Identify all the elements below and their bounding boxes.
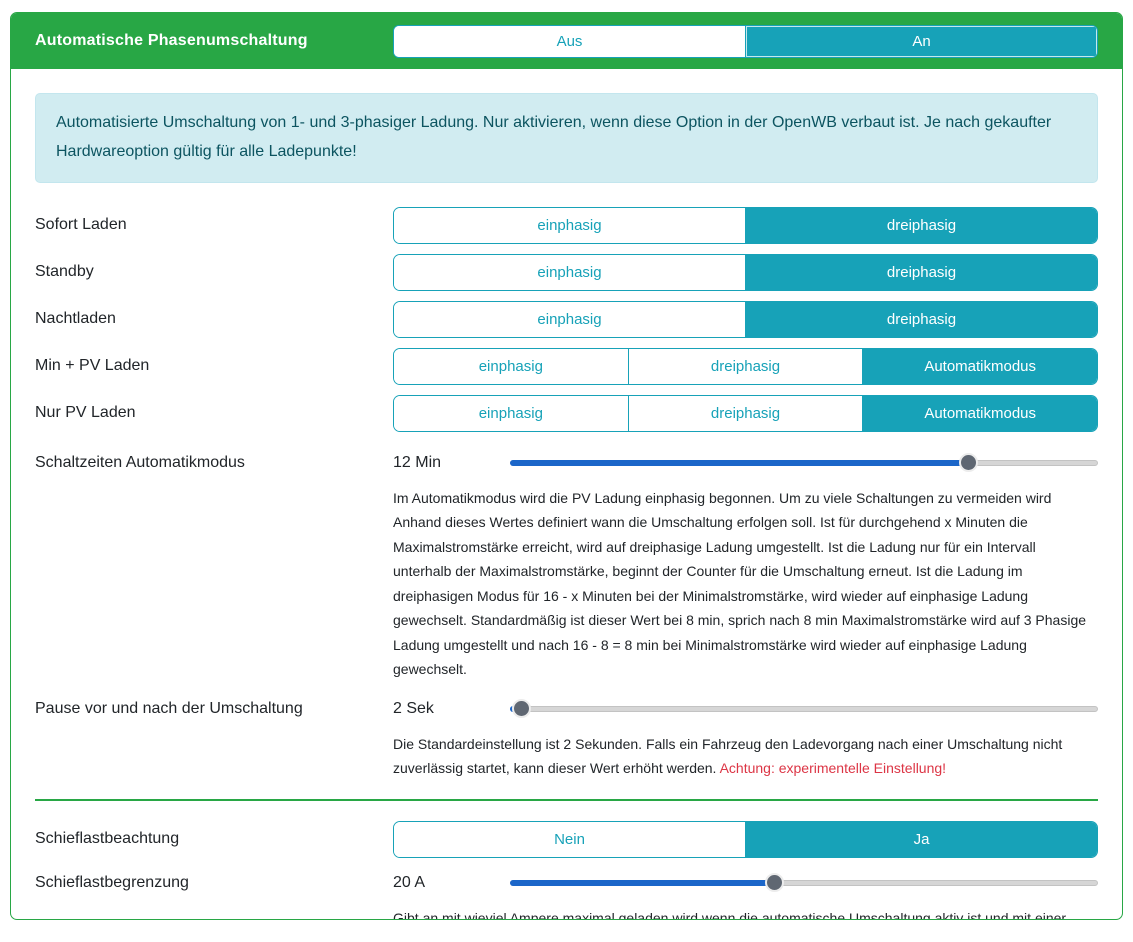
card-header: Automatische Phasenumschaltung Aus An [11,13,1122,69]
dreiphasig-button[interactable]: dreiphasig [627,395,863,431]
mode-row-nur-pv-laden: Nur PV Laden einphasig dreiphasig Automa… [35,394,1098,432]
einphasig-button[interactable]: einphasig [394,395,628,431]
info-alert: Automatisierte Umschaltung von 1- und 3-… [35,93,1098,183]
schaltzeiten-slider[interactable] [510,452,1098,474]
automatikmodus-button[interactable]: Automatikmodus [862,348,1097,384]
pause-help-warning: Achtung: experimentelle Einstellung! [719,760,947,777]
slider-fill [510,879,775,886]
master-toggle-group: Aus An [393,24,1098,58]
schieflast-toggle-row: Schieflastbeachtung Nein Ja [35,820,1098,858]
schieflast-limit-value: 20 A [393,873,426,891]
row-label: Min + PV Laden [35,357,150,375]
schieflast-limit-help: Gibt an mit wieviel Ampere maximal gelad… [393,909,1067,920]
slider-thumb[interactable] [958,452,978,472]
standby-group: einphasig dreiphasig [393,253,1098,291]
row-label: Standby [35,263,94,281]
pause-row: Pause vor und nach der Umschaltung 2 Sek [35,698,1098,720]
min-pv-laden-group: einphasig dreiphasig Automatikmodus [393,347,1098,385]
pause-value: 2 Sek [393,699,434,717]
row-label: Nachtladen [35,310,116,328]
row-label: Schieflastbeachtung [35,830,180,848]
einphasig-button[interactable]: einphasig [394,254,745,290]
schieflast-toggle-group: Nein Ja [393,820,1098,858]
slider-thumb[interactable] [511,698,531,718]
schaltzeiten-help: Im Automatikmodus wird die PV Ladung ein… [393,489,1087,678]
dreiphasig-button[interactable]: dreiphasig [627,348,863,384]
dreiphasig-button[interactable]: dreiphasig [745,207,1097,243]
mode-row-standby: Standby einphasig dreiphasig [35,253,1098,291]
ja-button[interactable]: Ja [745,821,1097,857]
nachtladen-group: einphasig dreiphasig [393,300,1098,338]
row-label: Schieflastbegrenzung [35,873,189,891]
schieflast-limit-row: Schieflastbegrenzung 20 A [35,872,1098,894]
einphasig-button[interactable]: einphasig [394,348,628,384]
automatikmodus-button[interactable]: Automatikmodus [862,395,1097,431]
row-label: Schaltzeiten Automatikmodus [35,453,245,471]
einphasig-button[interactable]: einphasig [394,301,745,337]
row-label: Pause vor und nach der Umschaltung [35,699,303,717]
schaltzeiten-row: Schaltzeiten Automatikmodus 12 Min [35,452,1098,474]
nein-button[interactable]: Nein [394,821,745,857]
sofort-laden-group: einphasig dreiphasig [393,206,1098,244]
toggle-off-button[interactable]: Aus [394,25,745,57]
phase-switching-card: Automatische Phasenumschaltung Aus An Au… [10,12,1123,920]
row-label: Sofort Laden [35,216,127,234]
toggle-on-button[interactable]: An [745,25,1097,57]
nur-pv-laden-group: einphasig dreiphasig Automatikmodus [393,394,1098,432]
page-title: Automatische Phasenumschaltung [35,32,308,49]
mode-row-min-pv-laden: Min + PV Laden einphasig dreiphasig Auto… [35,347,1098,385]
mode-row-sofort-laden: Sofort Laden einphasig dreiphasig [35,206,1098,244]
mode-row-nachtladen: Nachtladen einphasig dreiphasig [35,300,1098,338]
slider-track[interactable] [510,705,1098,712]
card-body: Automatisierte Umschaltung von 1- und 3-… [11,69,1122,920]
row-label: Nur PV Laden [35,404,136,422]
einphasig-button[interactable]: einphasig [394,207,745,243]
pause-help: Die Standardeinstellung ist 2 Sekunden. … [393,732,1098,781]
schaltzeiten-value: 12 Min [393,453,442,471]
slider-thumb[interactable] [764,872,784,892]
section-divider [35,798,1098,801]
dreiphasig-button[interactable]: dreiphasig [745,301,1097,337]
pause-slider[interactable] [510,698,1098,720]
pause-help-text: Die Standardeinstellung ist 2 Sekunden. … [393,735,1063,777]
dreiphasig-button[interactable]: dreiphasig [745,254,1097,290]
schieflast-limit-slider[interactable] [510,872,1098,894]
slider-fill [510,459,969,466]
